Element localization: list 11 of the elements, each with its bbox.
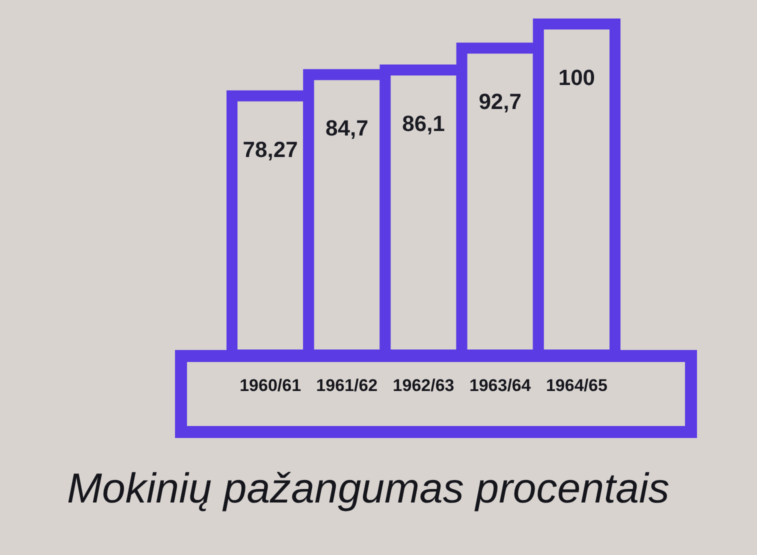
data-label: 78,27 (242, 136, 298, 162)
x-tick-label: 1960/61 (240, 376, 302, 395)
x-tick-label: 1962/63 (392, 376, 454, 395)
data-label: 84,7 (325, 116, 368, 141)
x-tick-label: 1964/65 (546, 376, 608, 395)
data-label: 100 (558, 65, 596, 90)
data-label: 86,1 (402, 111, 445, 136)
x-tick-label: 1963/64 (469, 376, 532, 395)
data-label: 92,7 (478, 89, 522, 114)
x-tick-label: 1961/62 (316, 376, 378, 395)
text: Mokinių pažangumas procentais (67, 464, 670, 512)
